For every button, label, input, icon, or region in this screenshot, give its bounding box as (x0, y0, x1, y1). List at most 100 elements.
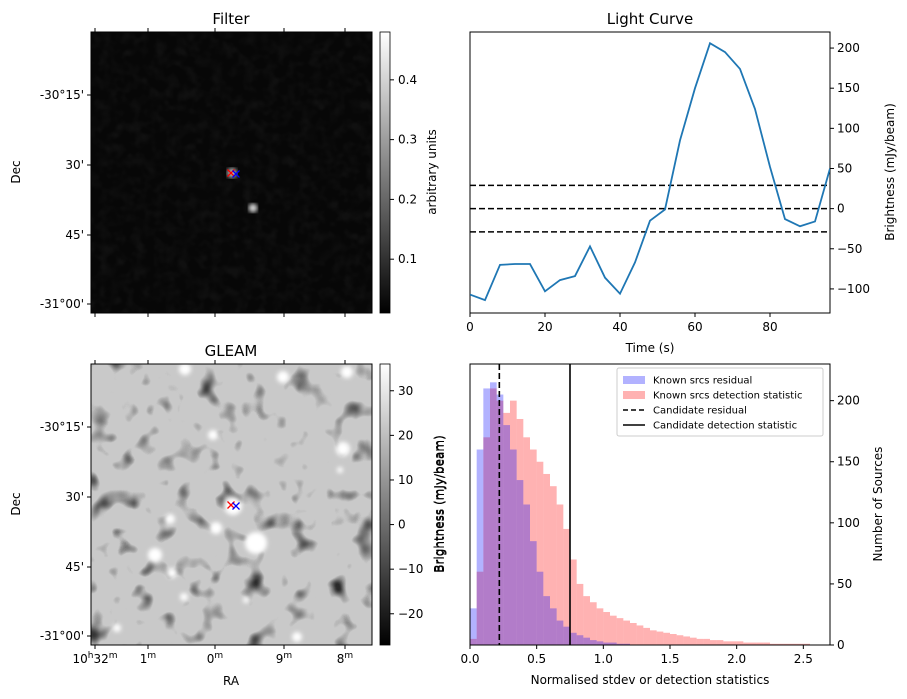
gleam-xtick-label: 8m (337, 651, 353, 666)
lightcurve-xtick-label: 0 (466, 320, 474, 334)
histogram-bar-detection (563, 528, 570, 645)
histogram-ytick-label: 50 (837, 577, 852, 591)
gleam-ytick-label: -31°00' (40, 629, 84, 643)
histogram-ytick-label: 100 (837, 516, 860, 530)
histogram-ytick-label: 0 (837, 638, 845, 652)
histogram-bar-detection (503, 412, 510, 645)
histogram-bar-residual (563, 626, 570, 645)
histogram-bar-detection (670, 634, 677, 645)
histogram-bar-detection (750, 642, 757, 645)
histogram-legend-swatch (623, 376, 645, 384)
filter-colorbar-tick-label: 0.1 (398, 252, 417, 266)
histogram-xlabel: Normalised stdev or detection statistics (531, 673, 770, 687)
gleam-source-blob (224, 497, 242, 515)
gleam-xtick-label: 10h32m (72, 651, 117, 666)
histogram-bar-residual (550, 608, 557, 645)
gleam-colorbar-label: Brightness (mJy/beam) (432, 435, 446, 573)
histogram-legend-label: Candidate residual (653, 406, 747, 417)
histogram-bar-detection (476, 571, 484, 645)
gleam-colorbar-tick-label: 20 (398, 428, 413, 442)
histogram-bar-detection (590, 602, 597, 645)
gleam-source-blob (337, 467, 343, 473)
histogram-bar-detection (763, 642, 770, 645)
gleam-source-blob (336, 442, 350, 456)
histogram-bar-detection (803, 643, 810, 645)
histogram-legend-swatch (623, 391, 645, 399)
lightcurve-title: Light Curve (607, 10, 693, 28)
filter-title: Filter (212, 10, 250, 28)
histogram-xtick-label: 0.5 (527, 652, 546, 666)
filter-ytick-label: -30°15' (40, 88, 84, 102)
histogram-bar-detection (556, 504, 564, 645)
histogram-bar-detection (690, 637, 697, 645)
gleam-source-blob (245, 532, 267, 554)
histogram-left-axis-label: Brightness (mJy/beam) (433, 435, 447, 573)
gleam-source-blob (113, 624, 121, 632)
histogram-bar-residual (476, 449, 484, 645)
gleam-source-blob (208, 430, 218, 440)
filter-candidate-marker-blue (232, 170, 240, 178)
histogram-bar-detection (743, 642, 750, 645)
histogram-bar-detection (583, 596, 590, 645)
histogram-bar-residual (543, 596, 550, 645)
gleam-panel: GLEAM -30°15' 30' 45' -31°00' 10h32m 1m 0m 9m 8… (9, 342, 446, 688)
gleam-colorbar-tick-label: 30 (398, 384, 413, 398)
gleam-ytick-label: 45' (65, 560, 84, 574)
lightcurve-xtick-label: 80 (762, 320, 777, 334)
gleam-colorbar (379, 363, 391, 646)
histogram-bar-detection (796, 643, 804, 645)
histogram-bar-detection (790, 643, 797, 645)
histogram-bar-detection (536, 461, 544, 645)
histogram-legend-label: Known srcs detection statistic (653, 391, 802, 402)
histogram-bar-residual (523, 504, 530, 645)
histogram-bar-detection (470, 638, 477, 645)
histogram-bar-detection (630, 623, 637, 645)
histogram-bar-detection (490, 388, 497, 645)
histogram-bar-detection (650, 630, 657, 645)
lightcurve-ytick-label: −50 (837, 242, 862, 256)
histogram-ylabel: Number of Sources (871, 447, 885, 562)
filter-colorbar-label: arbitrary units (425, 129, 439, 215)
histogram-bar-detection (550, 486, 557, 645)
histogram-bar-detection (483, 437, 490, 645)
histogram-xtick-label: 0.0 (460, 652, 479, 666)
filter-colorbar-tick-label: 0.4 (398, 73, 417, 87)
lightcurve-panel: Light Curve 0 20 40 60 80 −100 −50 0 50 100 150 20… (466, 10, 897, 355)
filter-ytick-label: 30' (65, 158, 84, 172)
lightcurve-xtick-label: 20 (537, 320, 552, 334)
gleam-ylabel: Dec (9, 492, 23, 515)
histogram-bar-detection (663, 632, 670, 645)
gleam-source-blob (277, 371, 289, 383)
gleam-ytick-label: 30' (65, 490, 84, 504)
histogram-bar-detection (636, 625, 644, 645)
histogram-bar-detection (723, 641, 730, 645)
histogram-bar-residual (570, 632, 577, 645)
histogram-xtick-label: 1.0 (594, 652, 613, 666)
histogram-xtick-label: 2.0 (727, 652, 746, 666)
histogram-ytick-label: 200 (837, 394, 860, 408)
histogram-bar-detection (576, 583, 584, 645)
histogram-bar-detection (610, 615, 617, 645)
gleam-source-blob (292, 632, 302, 642)
histogram-bar-detection (616, 618, 624, 645)
histogram-bar-detection (596, 608, 604, 645)
gleam-ytick-label: -30°15' (40, 420, 84, 434)
histogram-bar-residual (583, 637, 590, 645)
histogram-bar-detection (776, 643, 784, 645)
histogram-legend-label: Candidate detection statistic (653, 421, 797, 432)
histogram-bar-residual (503, 425, 510, 645)
gleam-xtick-label: 0m (207, 651, 223, 666)
histogram-bar-detection (523, 437, 530, 645)
histogram-legend-label: Known srcs residual (653, 376, 752, 387)
lightcurve-series-line (470, 41, 830, 302)
gleam-source-blob (210, 522, 222, 534)
gleam-source-blob (165, 514, 175, 524)
gleam-colorbar-tick-label: −10 (398, 562, 423, 576)
filter-panel: Filter -30°15' 30' 45' -31°00' Dec 0.1 0.2 0.… (9, 10, 439, 317)
filter-ylabel: Dec (9, 160, 23, 183)
histogram-bar-residual (470, 608, 477, 645)
gleam-xlabel: RA (223, 674, 240, 688)
lightcurve-ytick-label: 150 (837, 81, 860, 95)
histogram-bar-residual (536, 571, 544, 645)
